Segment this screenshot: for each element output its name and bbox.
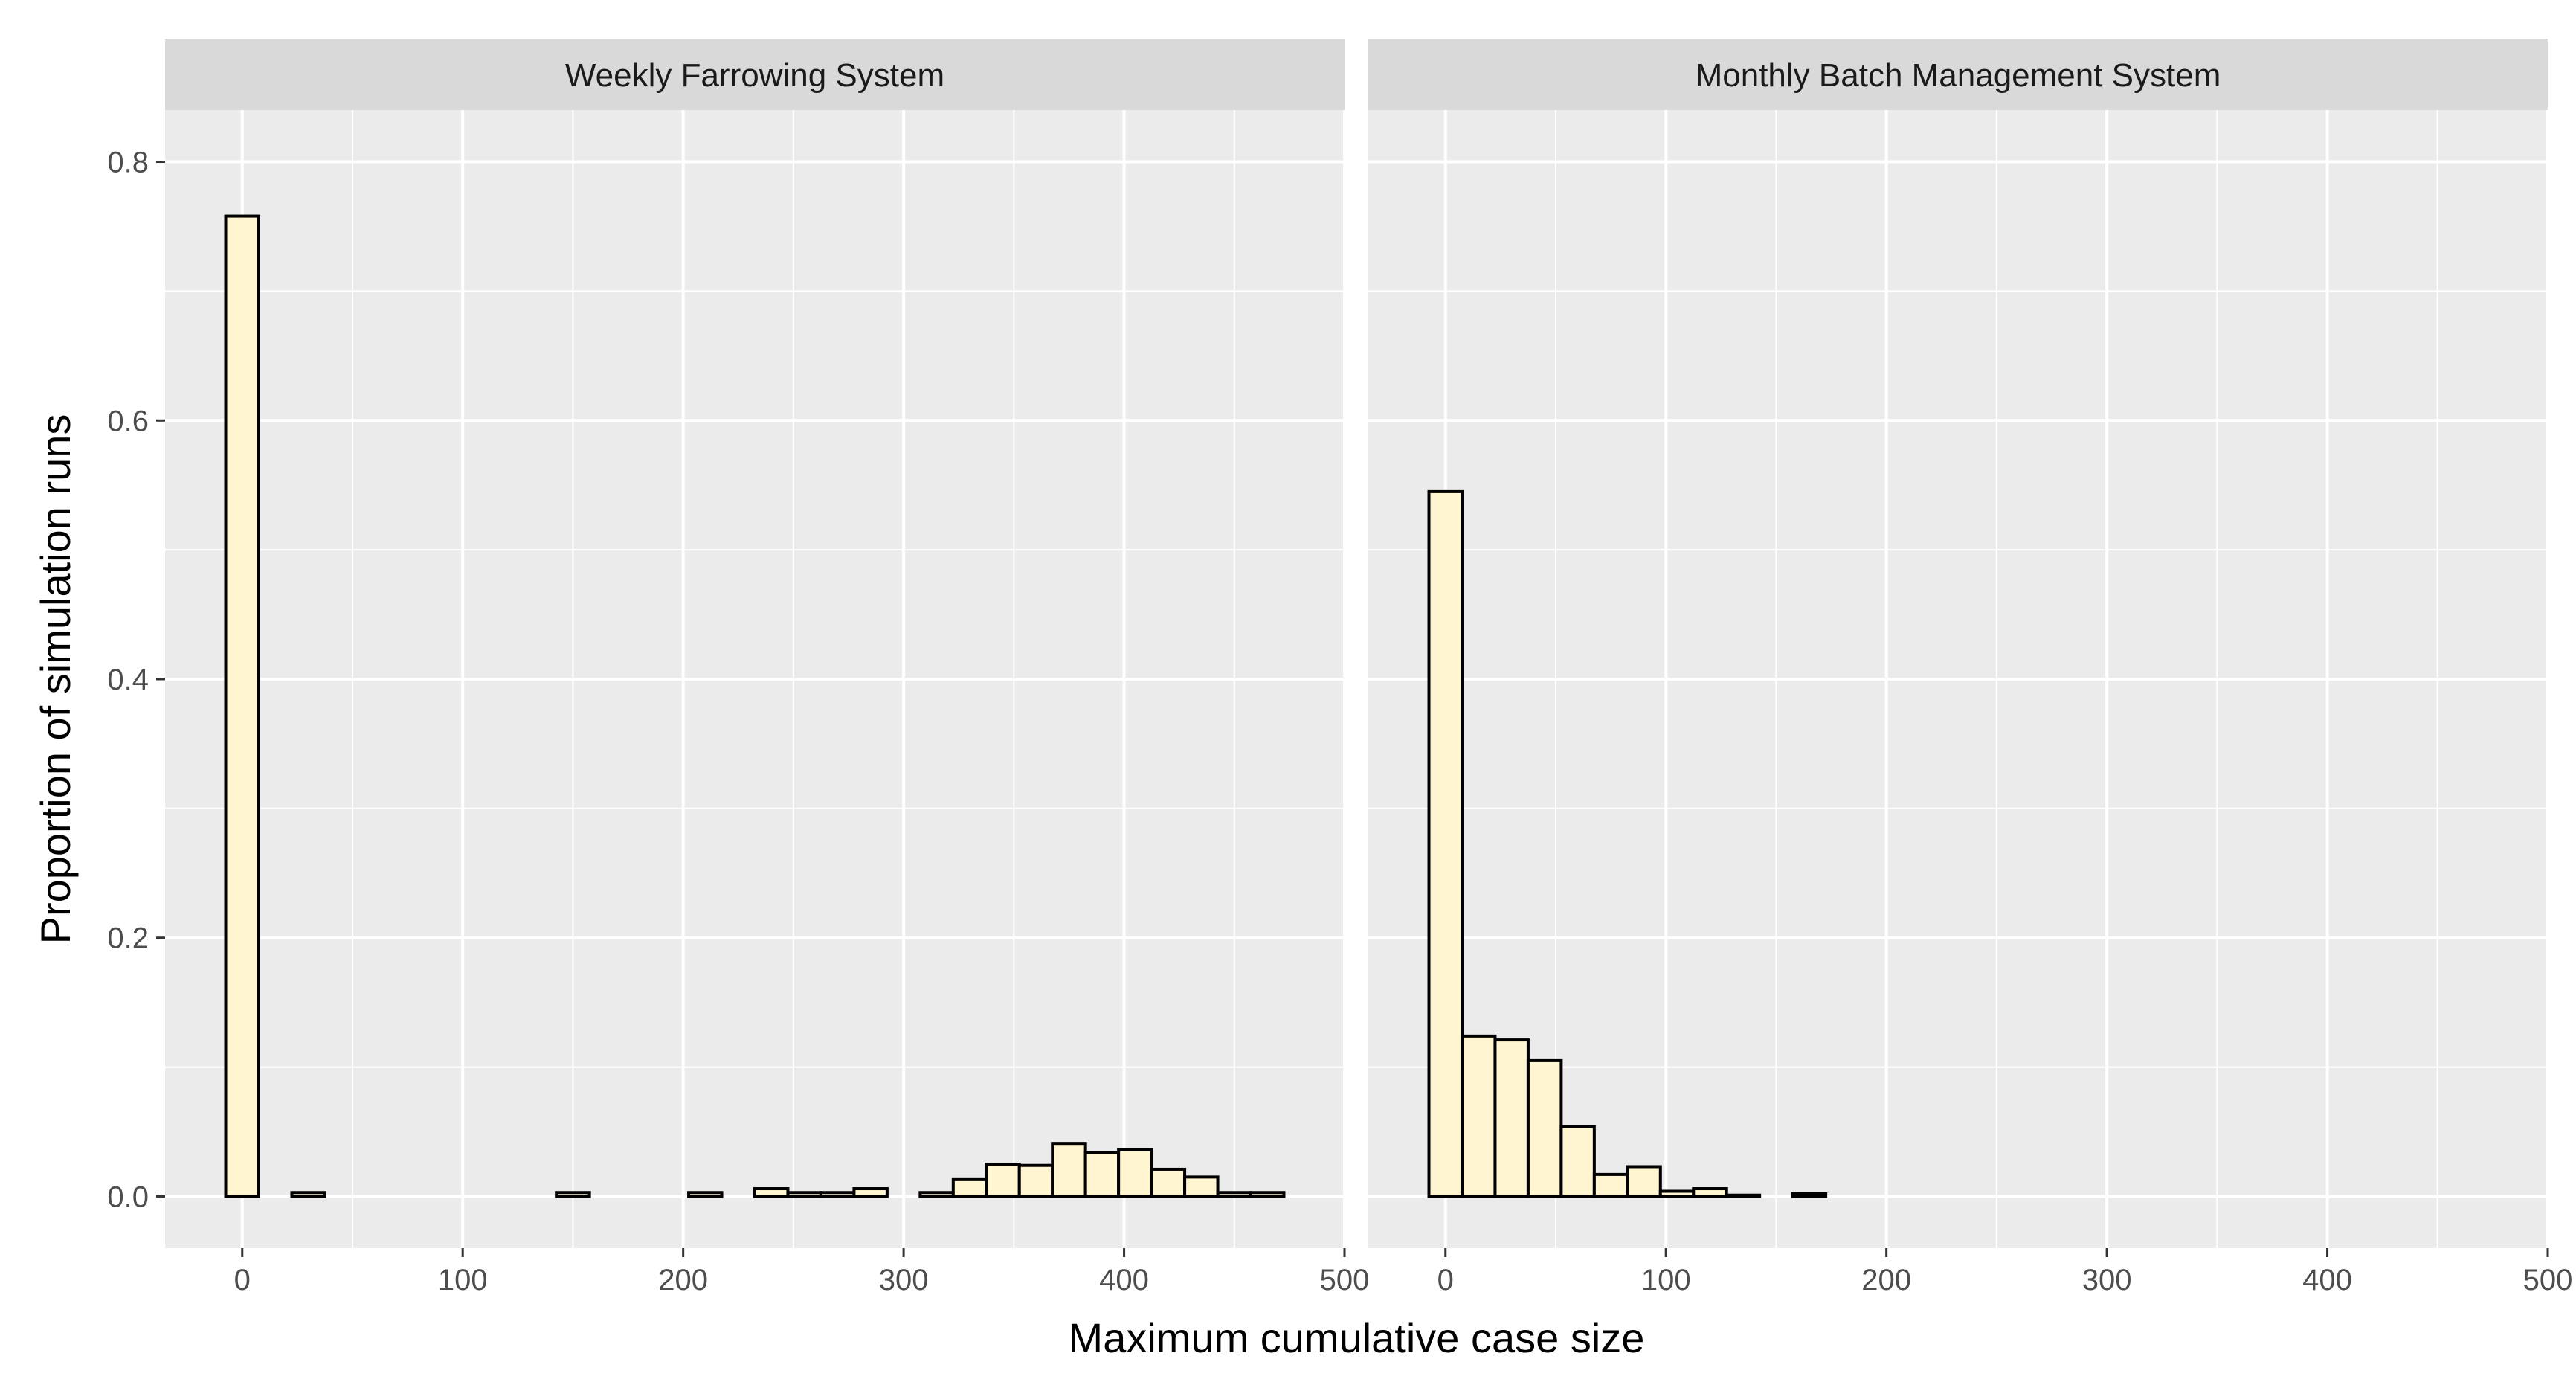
x-tick-label: 0	[234, 1264, 251, 1297]
gridlines	[1368, 110, 2549, 1248]
x-tick-label: 100	[438, 1264, 488, 1297]
y-tick-label: 0.2	[107, 922, 149, 955]
x-tick-label: 400	[2302, 1264, 2352, 1297]
x-tick-label: 400	[1099, 1264, 1149, 1297]
histogram-bar	[1559, 1125, 1596, 1198]
panel-monthly-batch: Monthly Batch Management System 0 100 200 3…	[1368, 39, 2572, 1297]
histogram-bar	[1427, 489, 1464, 1198]
histogram-bar	[1150, 1167, 1187, 1198]
histogram-bar	[1117, 1148, 1153, 1198]
histogram-bar	[918, 1191, 955, 1198]
histogram-bar	[753, 1187, 790, 1198]
histogram-bar	[819, 1191, 856, 1198]
histogram-bar	[852, 1187, 889, 1198]
histogram-bar	[1791, 1192, 1828, 1198]
histogram-bar	[951, 1177, 988, 1198]
strip-background	[165, 39, 1345, 110]
histogram-bar	[1460, 1034, 1497, 1198]
x-tick-label: 300	[2082, 1264, 2132, 1297]
histogram-bar	[1051, 1142, 1087, 1198]
x-axis-ticks: 0 100 200 300 400 500	[1437, 1248, 2573, 1297]
histogram-bar	[786, 1191, 822, 1198]
panel-weekly-farrowing: Weekly Farrowing System 0 100 200 300 400 500	[165, 39, 1369, 1297]
histogram-bar	[1725, 1193, 1762, 1198]
y-tick-label: 0.4	[107, 664, 149, 696]
x-tick-label: 100	[1641, 1264, 1691, 1297]
x-axis-ticks: 0 100 200 300 400 500	[234, 1248, 1370, 1297]
y-tick-label: 0.0	[107, 1180, 149, 1213]
histogram-bar	[1626, 1165, 1662, 1198]
histogram-bar	[1216, 1191, 1253, 1198]
y-tick-label: 0.8	[107, 147, 149, 179]
x-tick-label: 500	[1320, 1264, 1370, 1297]
x-tick-label: 0	[1437, 1264, 1454, 1297]
y-tick-label: 0.6	[107, 405, 149, 437]
histogram-bar	[1658, 1189, 1696, 1198]
histogram-bar	[290, 1191, 326, 1198]
histogram-bar	[1083, 1151, 1121, 1198]
strip-label: Weekly Farrowing System	[565, 57, 944, 94]
histogram-bar	[985, 1162, 1021, 1198]
histogram-bar	[1249, 1191, 1286, 1198]
strip-background	[1368, 39, 2548, 110]
strip-label: Monthly Batch Management System	[1696, 57, 2221, 94]
y-axis-title: Proportion of simulation runs	[32, 414, 79, 945]
histogram-bar	[1183, 1175, 1220, 1198]
x-axis-title: Maximum cumulative case size	[1069, 1314, 1645, 1361]
histogram-bar	[1017, 1163, 1054, 1198]
histogram-bar	[1493, 1038, 1530, 1198]
x-tick-label: 200	[1861, 1264, 1911, 1297]
y-axis: 0.0 0.2 0.4 0.6 0.8	[107, 147, 165, 1213]
histogram-bars	[1427, 489, 1828, 1198]
histogram-bars	[224, 214, 1286, 1198]
histogram-bar	[1692, 1187, 1728, 1198]
histogram-bar	[1526, 1058, 1563, 1198]
x-tick-label: 500	[2523, 1264, 2573, 1297]
histogram-bar	[1592, 1172, 1629, 1198]
histogram-bar	[687, 1191, 724, 1198]
histogram-bar	[224, 214, 260, 1198]
x-tick-label: 200	[658, 1264, 708, 1297]
histogram-bar	[555, 1191, 591, 1198]
x-tick-label: 300	[879, 1264, 929, 1297]
